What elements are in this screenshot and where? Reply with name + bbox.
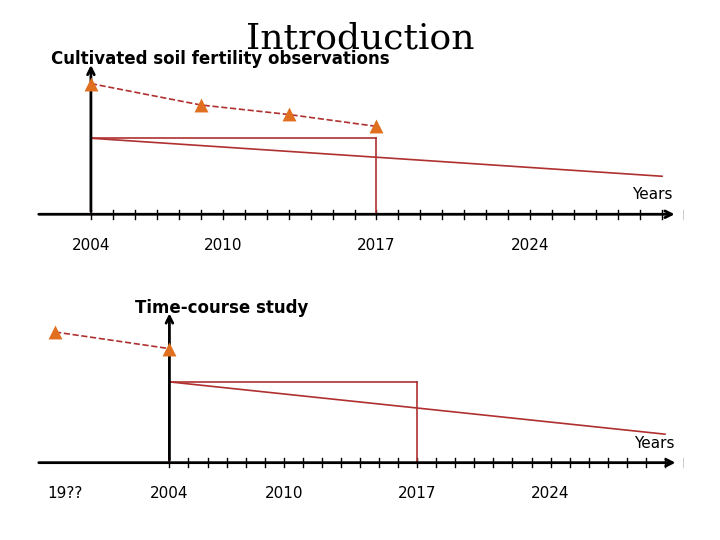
Text: Time-course study: Time-course study [135, 299, 308, 317]
Text: 2024: 2024 [531, 487, 570, 502]
Point [195, 100, 207, 109]
Text: 2024: 2024 [511, 238, 549, 253]
Text: 2010: 2010 [264, 487, 303, 502]
Point [49, 328, 60, 336]
Text: 2017: 2017 [357, 238, 396, 253]
Point [371, 122, 382, 131]
Text: Introduction: Introduction [246, 22, 474, 56]
Text: 2004: 2004 [72, 238, 110, 253]
Text: Cultivated soil fertility observations: Cultivated soil fertility observations [51, 50, 390, 69]
Point [85, 79, 96, 88]
Text: 2010: 2010 [204, 238, 242, 253]
Point [163, 345, 175, 353]
Text: 2017: 2017 [398, 487, 436, 502]
Text: 2004: 2004 [150, 487, 189, 502]
Text: Years: Years [634, 436, 675, 451]
Text: 19??: 19?? [47, 487, 82, 502]
Text: Years: Years [632, 187, 673, 202]
Point [283, 110, 294, 119]
